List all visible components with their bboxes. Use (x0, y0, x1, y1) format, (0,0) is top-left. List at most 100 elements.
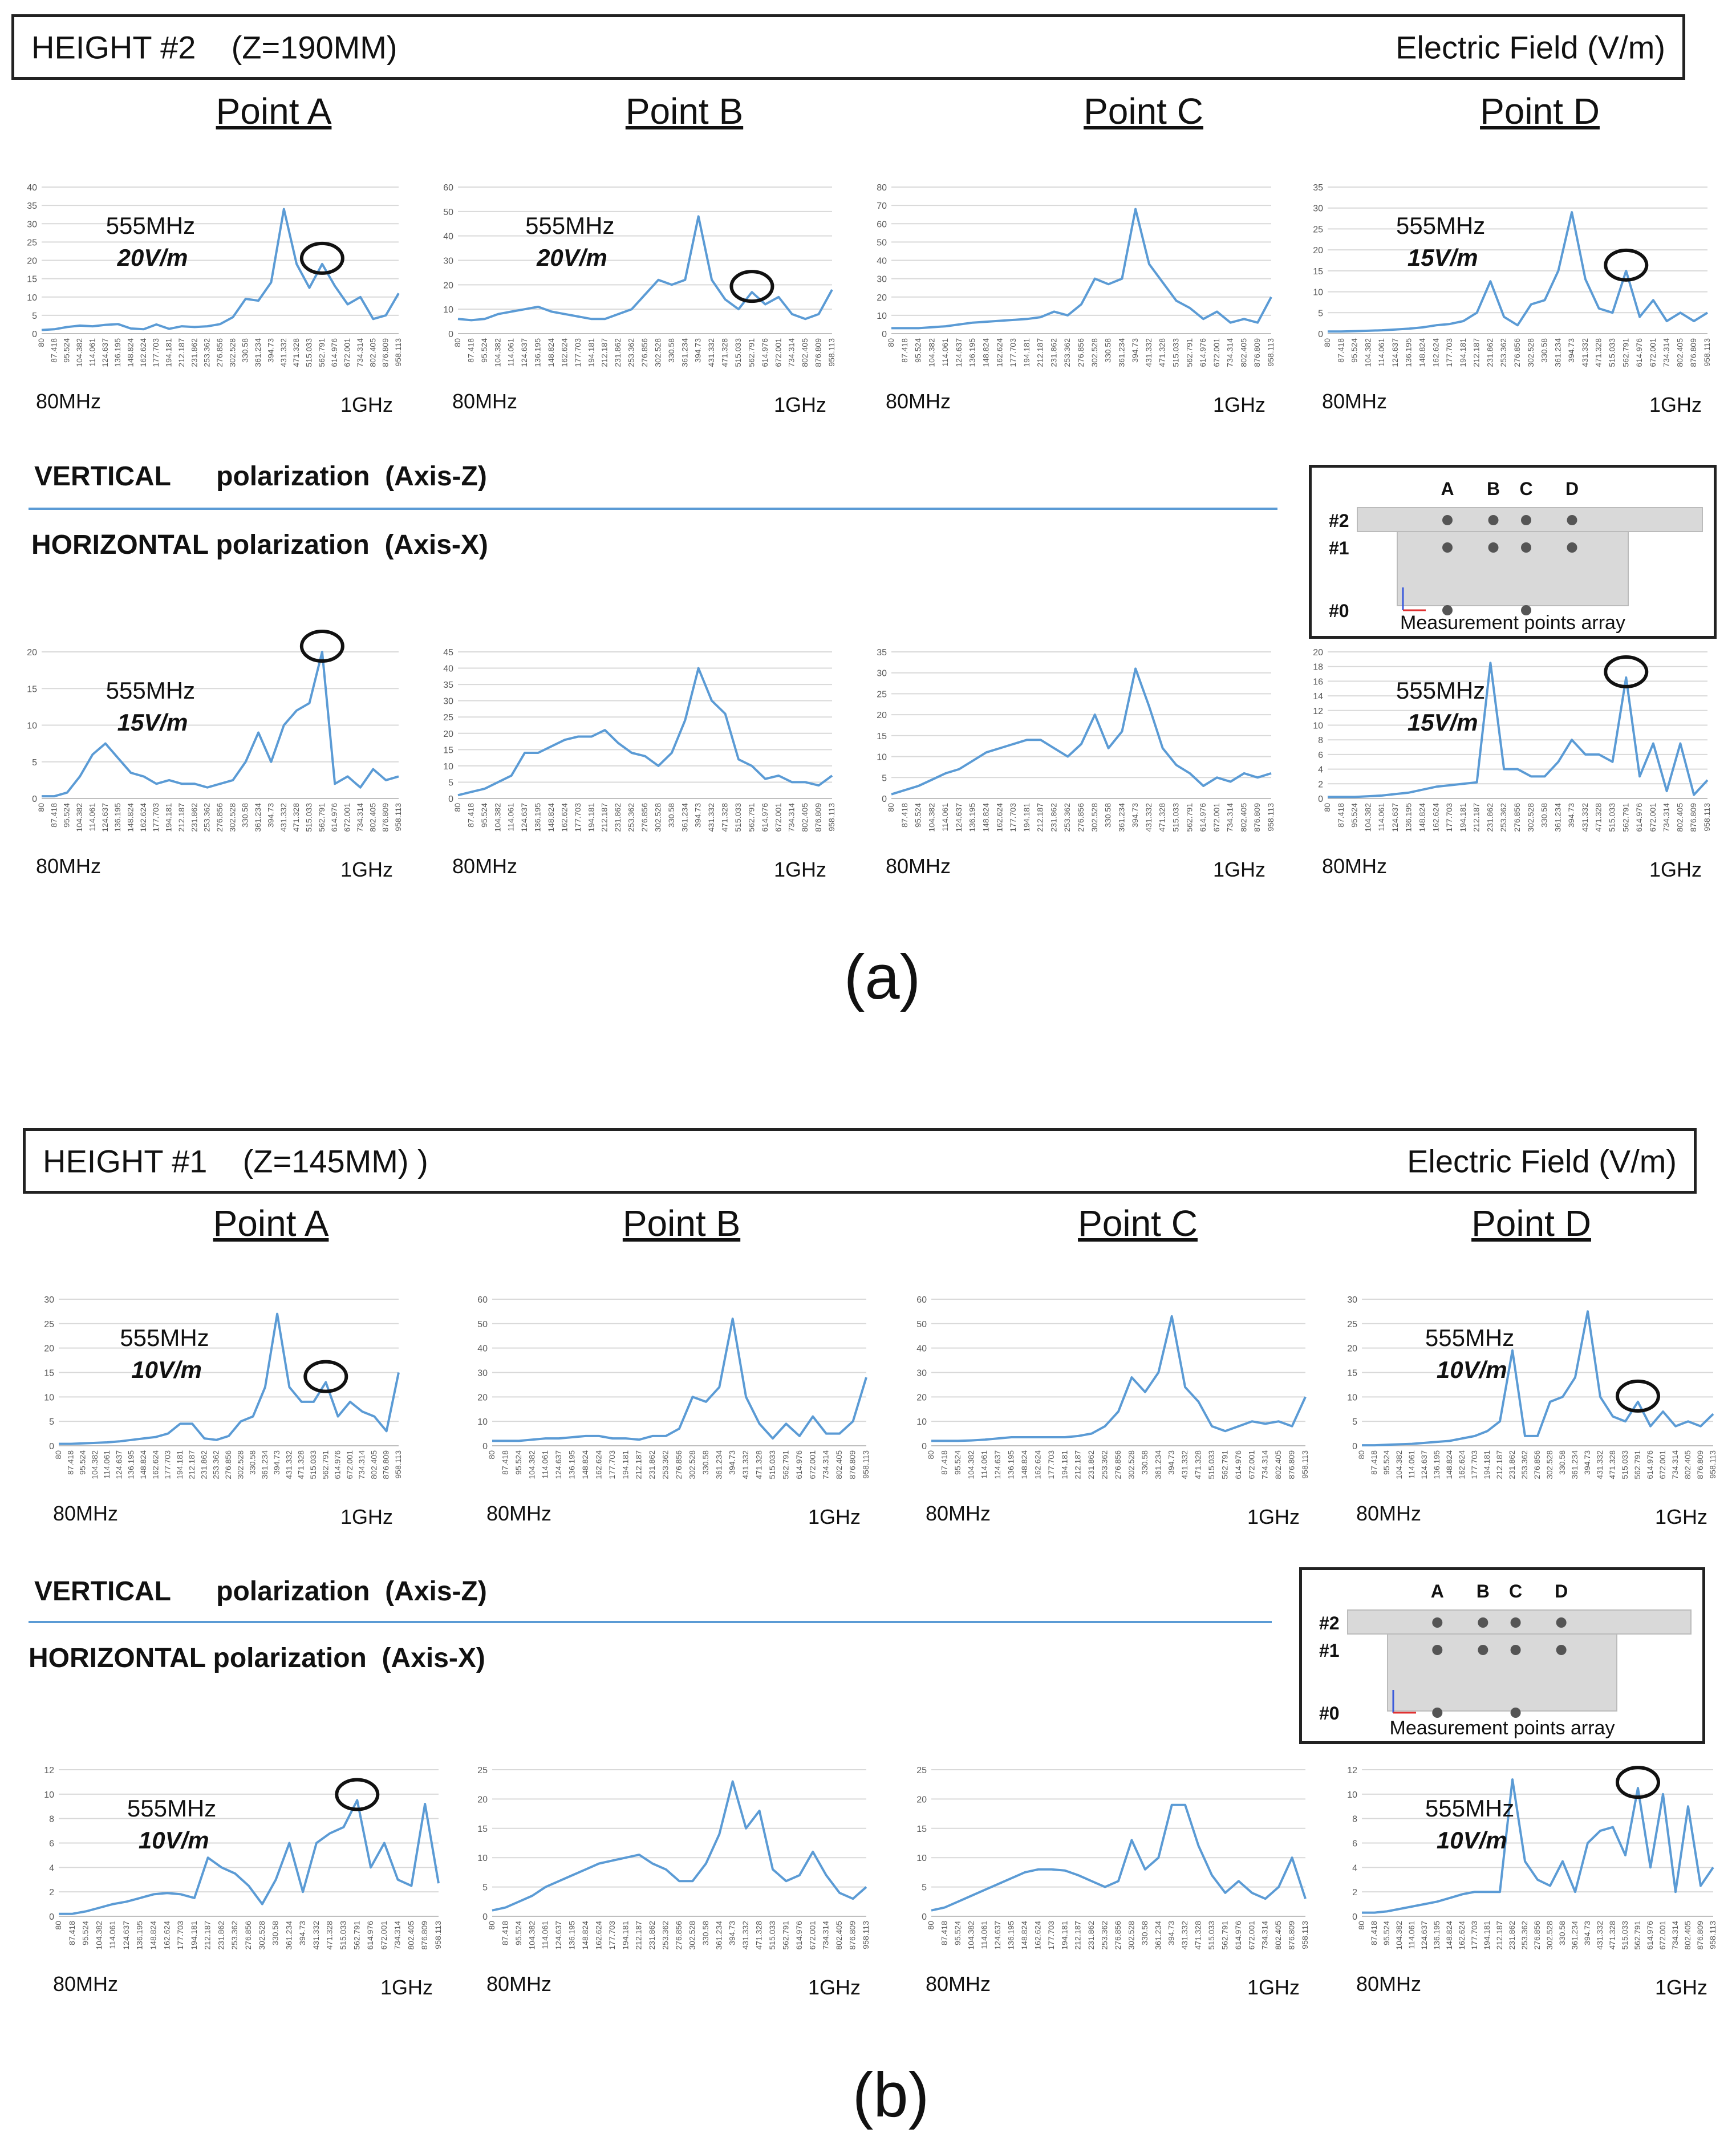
x-tick-label: 515.033 (1620, 1921, 1629, 1950)
x-tick-label: 253.362 (230, 1921, 239, 1950)
x-tick-label: 104.382 (1394, 1921, 1404, 1950)
x-tick-label: 87.418 (900, 803, 909, 828)
x-tick-label: 124.637 (100, 803, 109, 832)
panel-b-horizontal-label: HORIZONTAL polarization (Axis-X) (29, 1643, 485, 1673)
panel-a-vertical-label: VERTICAL polarization (Axis-Z) (34, 461, 487, 492)
panel-a-col-label-b: Point B (625, 91, 744, 132)
panel-b-col-label-a: Point A (213, 1203, 329, 1244)
x-tick-label: 136.195 (968, 338, 977, 367)
x-tick-label: 177.703 (163, 1450, 172, 1479)
panel-a-title: HEIGHT #2 (Z=190MM) (31, 29, 398, 65)
freq-start-label: 80MHz (1356, 1502, 1421, 1525)
annotation-frequency: 555MHz (127, 1795, 216, 1822)
inset-row-label: #2 (1319, 1613, 1340, 1633)
measurement-point (1567, 515, 1577, 525)
chart-h1-horizontal-d: 0 2 4 6 8 10 12 80 87.418 95.524 104.382 114.061 124… (1335, 1759, 1722, 1999)
x-tick-label: 958.113 (1266, 803, 1275, 832)
x-tick-label: 614.976 (330, 803, 339, 832)
x-tick-label: 330.58 (1104, 338, 1113, 363)
freq-end-label: 1GHz (340, 393, 393, 416)
series-line (931, 1315, 1307, 1442)
y-tick-label: 0 (922, 1442, 927, 1451)
x-tick-label: 231.862 (613, 803, 622, 832)
x-tick-label: 614.976 (1645, 1921, 1654, 1950)
x-tick-label: 177.703 (1445, 803, 1454, 832)
x-tick-label: 614.976 (1634, 338, 1644, 367)
x-tick-label: 958.113 (827, 803, 836, 832)
x-tick-label: 471.328 (1608, 1921, 1617, 1950)
x-tick-label: 177.703 (176, 1921, 185, 1950)
x-tick-label: 614.976 (1234, 1450, 1243, 1479)
annotation-value: 20V/m (536, 244, 607, 271)
inset-row-label: #1 (1319, 1640, 1340, 1661)
y-tick-label: 0 (482, 1912, 488, 1922)
x-tick-label: 562.791 (781, 1921, 790, 1950)
x-tick-label: 177.703 (607, 1450, 616, 1479)
y-tick-label: 10 (916, 1417, 927, 1427)
x-tick-label: 212.187 (1472, 338, 1481, 367)
y-tick-label: 25 (27, 238, 37, 248)
x-tick-label: 471.328 (291, 338, 301, 367)
y-tick-label: 45 (443, 648, 453, 658)
x-tick-label: 471.328 (755, 1450, 764, 1479)
x-tick-label: 104.382 (927, 338, 936, 367)
y-tick-label: 20 (27, 257, 37, 266)
x-tick-label: 177.703 (1047, 1450, 1056, 1479)
inset-col-label: A (1441, 479, 1454, 499)
x-tick-label: 80 (886, 803, 895, 812)
x-tick-label: 114.061 (108, 1921, 117, 1949)
panel-b-separator (29, 1621, 1272, 1623)
x-tick-label: 212.187 (600, 338, 609, 367)
x-tick-label: 95.524 (914, 803, 923, 828)
y-tick-label: 20 (443, 729, 453, 739)
x-tick-label: 431.332 (279, 338, 288, 367)
x-tick-label: 124.637 (993, 1921, 1002, 1950)
x-tick-label: 562.791 (1633, 1450, 1642, 1479)
x-tick-label: 104.382 (1363, 803, 1372, 832)
x-tick-label: 330.58 (701, 1921, 710, 1945)
x-tick-label: 95.524 (78, 1450, 87, 1475)
panel-a-separator (29, 508, 1277, 510)
x-tick-label: 958.113 (433, 1921, 443, 1949)
x-tick-label: 162.624 (1033, 1921, 1042, 1950)
x-tick-label: 471.328 (1594, 803, 1603, 832)
inset-col-label: B (1487, 479, 1500, 499)
x-tick-label: 162.624 (995, 338, 1004, 367)
x-tick-label: 80 (886, 338, 895, 347)
freq-end-label: 1GHz (1247, 1505, 1300, 1528)
x-tick-label: 330.58 (667, 338, 676, 363)
x-tick-label: 734.314 (787, 338, 796, 367)
x-tick-label: 162.624 (139, 803, 148, 832)
y-tick-label: 0 (32, 330, 37, 339)
y-tick-label: 12 (1313, 707, 1323, 716)
inset-caption: Measurement points array (1390, 1717, 1615, 1739)
x-tick-label: 194.181 (586, 338, 595, 367)
y-tick-label: 40 (916, 1344, 927, 1354)
x-tick-label: 302.528 (653, 338, 662, 367)
x-tick-label: 87.418 (49, 803, 58, 828)
y-tick-label: 50 (443, 208, 453, 217)
x-tick-label: 136.195 (113, 803, 122, 832)
x-tick-label: 361.234 (253, 803, 262, 832)
x-tick-label: 87.418 (939, 1450, 948, 1475)
x-tick-label: 394.73 (1130, 803, 1139, 828)
x-tick-label: 958.113 (394, 338, 403, 367)
x-tick-label: 471.328 (1158, 803, 1167, 832)
y-tick-label: 25 (916, 1766, 927, 1775)
y-tick-label: 0 (922, 1912, 927, 1922)
x-tick-label: 515.033 (1207, 1921, 1216, 1950)
series-line (931, 1803, 1307, 1912)
y-tick-label: 30 (1347, 1295, 1357, 1305)
x-tick-label: 212.187 (1073, 1921, 1082, 1950)
x-tick-label: 515.033 (305, 803, 314, 832)
x-tick-label: 734.314 (1260, 1450, 1269, 1479)
series-line (59, 1799, 440, 1915)
x-tick-label: 231.862 (189, 803, 198, 832)
x-tick-label: 876.809 (1696, 1921, 1705, 1950)
x-tick-label: 562.791 (1185, 803, 1194, 832)
y-tick-label: 10 (477, 1417, 488, 1427)
series-line (59, 1312, 400, 1445)
x-tick-label: 194.181 (164, 803, 173, 832)
x-tick-label: 614.976 (330, 338, 339, 367)
y-tick-label: 25 (877, 690, 887, 699)
